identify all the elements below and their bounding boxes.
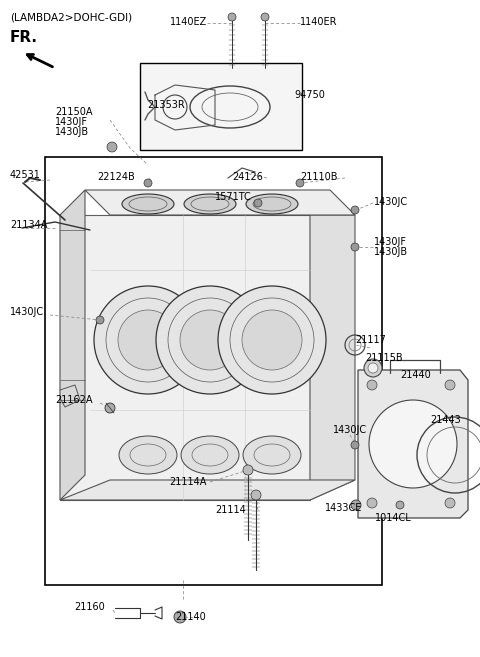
Circle shape (351, 441, 359, 449)
Circle shape (396, 501, 404, 509)
Circle shape (228, 13, 236, 21)
Circle shape (105, 403, 115, 413)
Circle shape (94, 286, 202, 394)
Circle shape (96, 316, 104, 324)
Circle shape (174, 611, 186, 623)
Ellipse shape (184, 194, 236, 214)
Circle shape (351, 500, 361, 510)
Circle shape (243, 465, 253, 475)
Circle shape (107, 142, 117, 152)
Circle shape (156, 286, 264, 394)
Text: 21114A: 21114A (169, 477, 207, 487)
Text: 21150A: 21150A (55, 107, 93, 117)
Text: 1430JF: 1430JF (374, 237, 407, 247)
Text: 21115B: 21115B (365, 353, 403, 363)
Polygon shape (60, 190, 85, 500)
Circle shape (368, 363, 378, 373)
Text: 24126: 24126 (232, 172, 263, 182)
Text: 1014CL: 1014CL (375, 513, 412, 523)
Circle shape (351, 243, 359, 251)
Text: 1430JB: 1430JB (374, 247, 408, 257)
Circle shape (367, 498, 377, 508)
Text: 94750: 94750 (294, 90, 325, 100)
Text: 21140: 21140 (175, 612, 206, 622)
Text: 1140ER: 1140ER (300, 17, 337, 27)
Text: 21443: 21443 (430, 415, 461, 425)
Text: 21114: 21114 (215, 505, 246, 515)
Text: 21162A: 21162A (55, 395, 93, 405)
Polygon shape (310, 215, 355, 500)
Text: 21117: 21117 (355, 335, 386, 345)
Circle shape (180, 310, 240, 370)
Circle shape (364, 359, 382, 377)
Text: 1433CE: 1433CE (325, 503, 362, 513)
Circle shape (351, 206, 359, 214)
Circle shape (445, 380, 455, 390)
Circle shape (445, 498, 455, 508)
Text: FR.: FR. (10, 30, 38, 45)
Text: 1430JC: 1430JC (374, 197, 408, 207)
Bar (45, 157, 382, 585)
Circle shape (218, 286, 326, 394)
Polygon shape (60, 480, 355, 500)
Text: 21353R: 21353R (147, 100, 185, 110)
Polygon shape (60, 215, 310, 500)
Circle shape (242, 310, 302, 370)
Text: 21160: 21160 (74, 602, 105, 612)
Circle shape (118, 310, 178, 370)
Circle shape (144, 179, 152, 187)
Polygon shape (85, 190, 355, 215)
Text: 22124B: 22124B (97, 172, 135, 182)
Text: 42531: 42531 (10, 170, 41, 180)
Ellipse shape (243, 436, 301, 474)
Circle shape (251, 490, 261, 500)
Text: 1430JC: 1430JC (333, 425, 367, 435)
Text: 21440: 21440 (400, 370, 431, 380)
Text: 1430JB: 1430JB (55, 127, 89, 137)
Text: 21110B: 21110B (300, 172, 337, 182)
Text: 1571TC: 1571TC (215, 192, 252, 202)
Text: 1140EZ: 1140EZ (170, 17, 207, 27)
Bar (140, 63, 302, 150)
Circle shape (254, 199, 262, 207)
Circle shape (296, 179, 304, 187)
Ellipse shape (181, 436, 239, 474)
Ellipse shape (246, 194, 298, 214)
Text: 1430JC: 1430JC (10, 307, 44, 317)
Ellipse shape (122, 194, 174, 214)
Ellipse shape (119, 436, 177, 474)
Polygon shape (358, 370, 468, 518)
Text: (LAMBDA2>DOHC-GDI): (LAMBDA2>DOHC-GDI) (10, 12, 132, 22)
Circle shape (369, 400, 457, 488)
Text: 1430JF: 1430JF (55, 117, 88, 127)
Circle shape (261, 13, 269, 21)
Circle shape (367, 380, 377, 390)
Text: 21134A: 21134A (10, 220, 48, 230)
